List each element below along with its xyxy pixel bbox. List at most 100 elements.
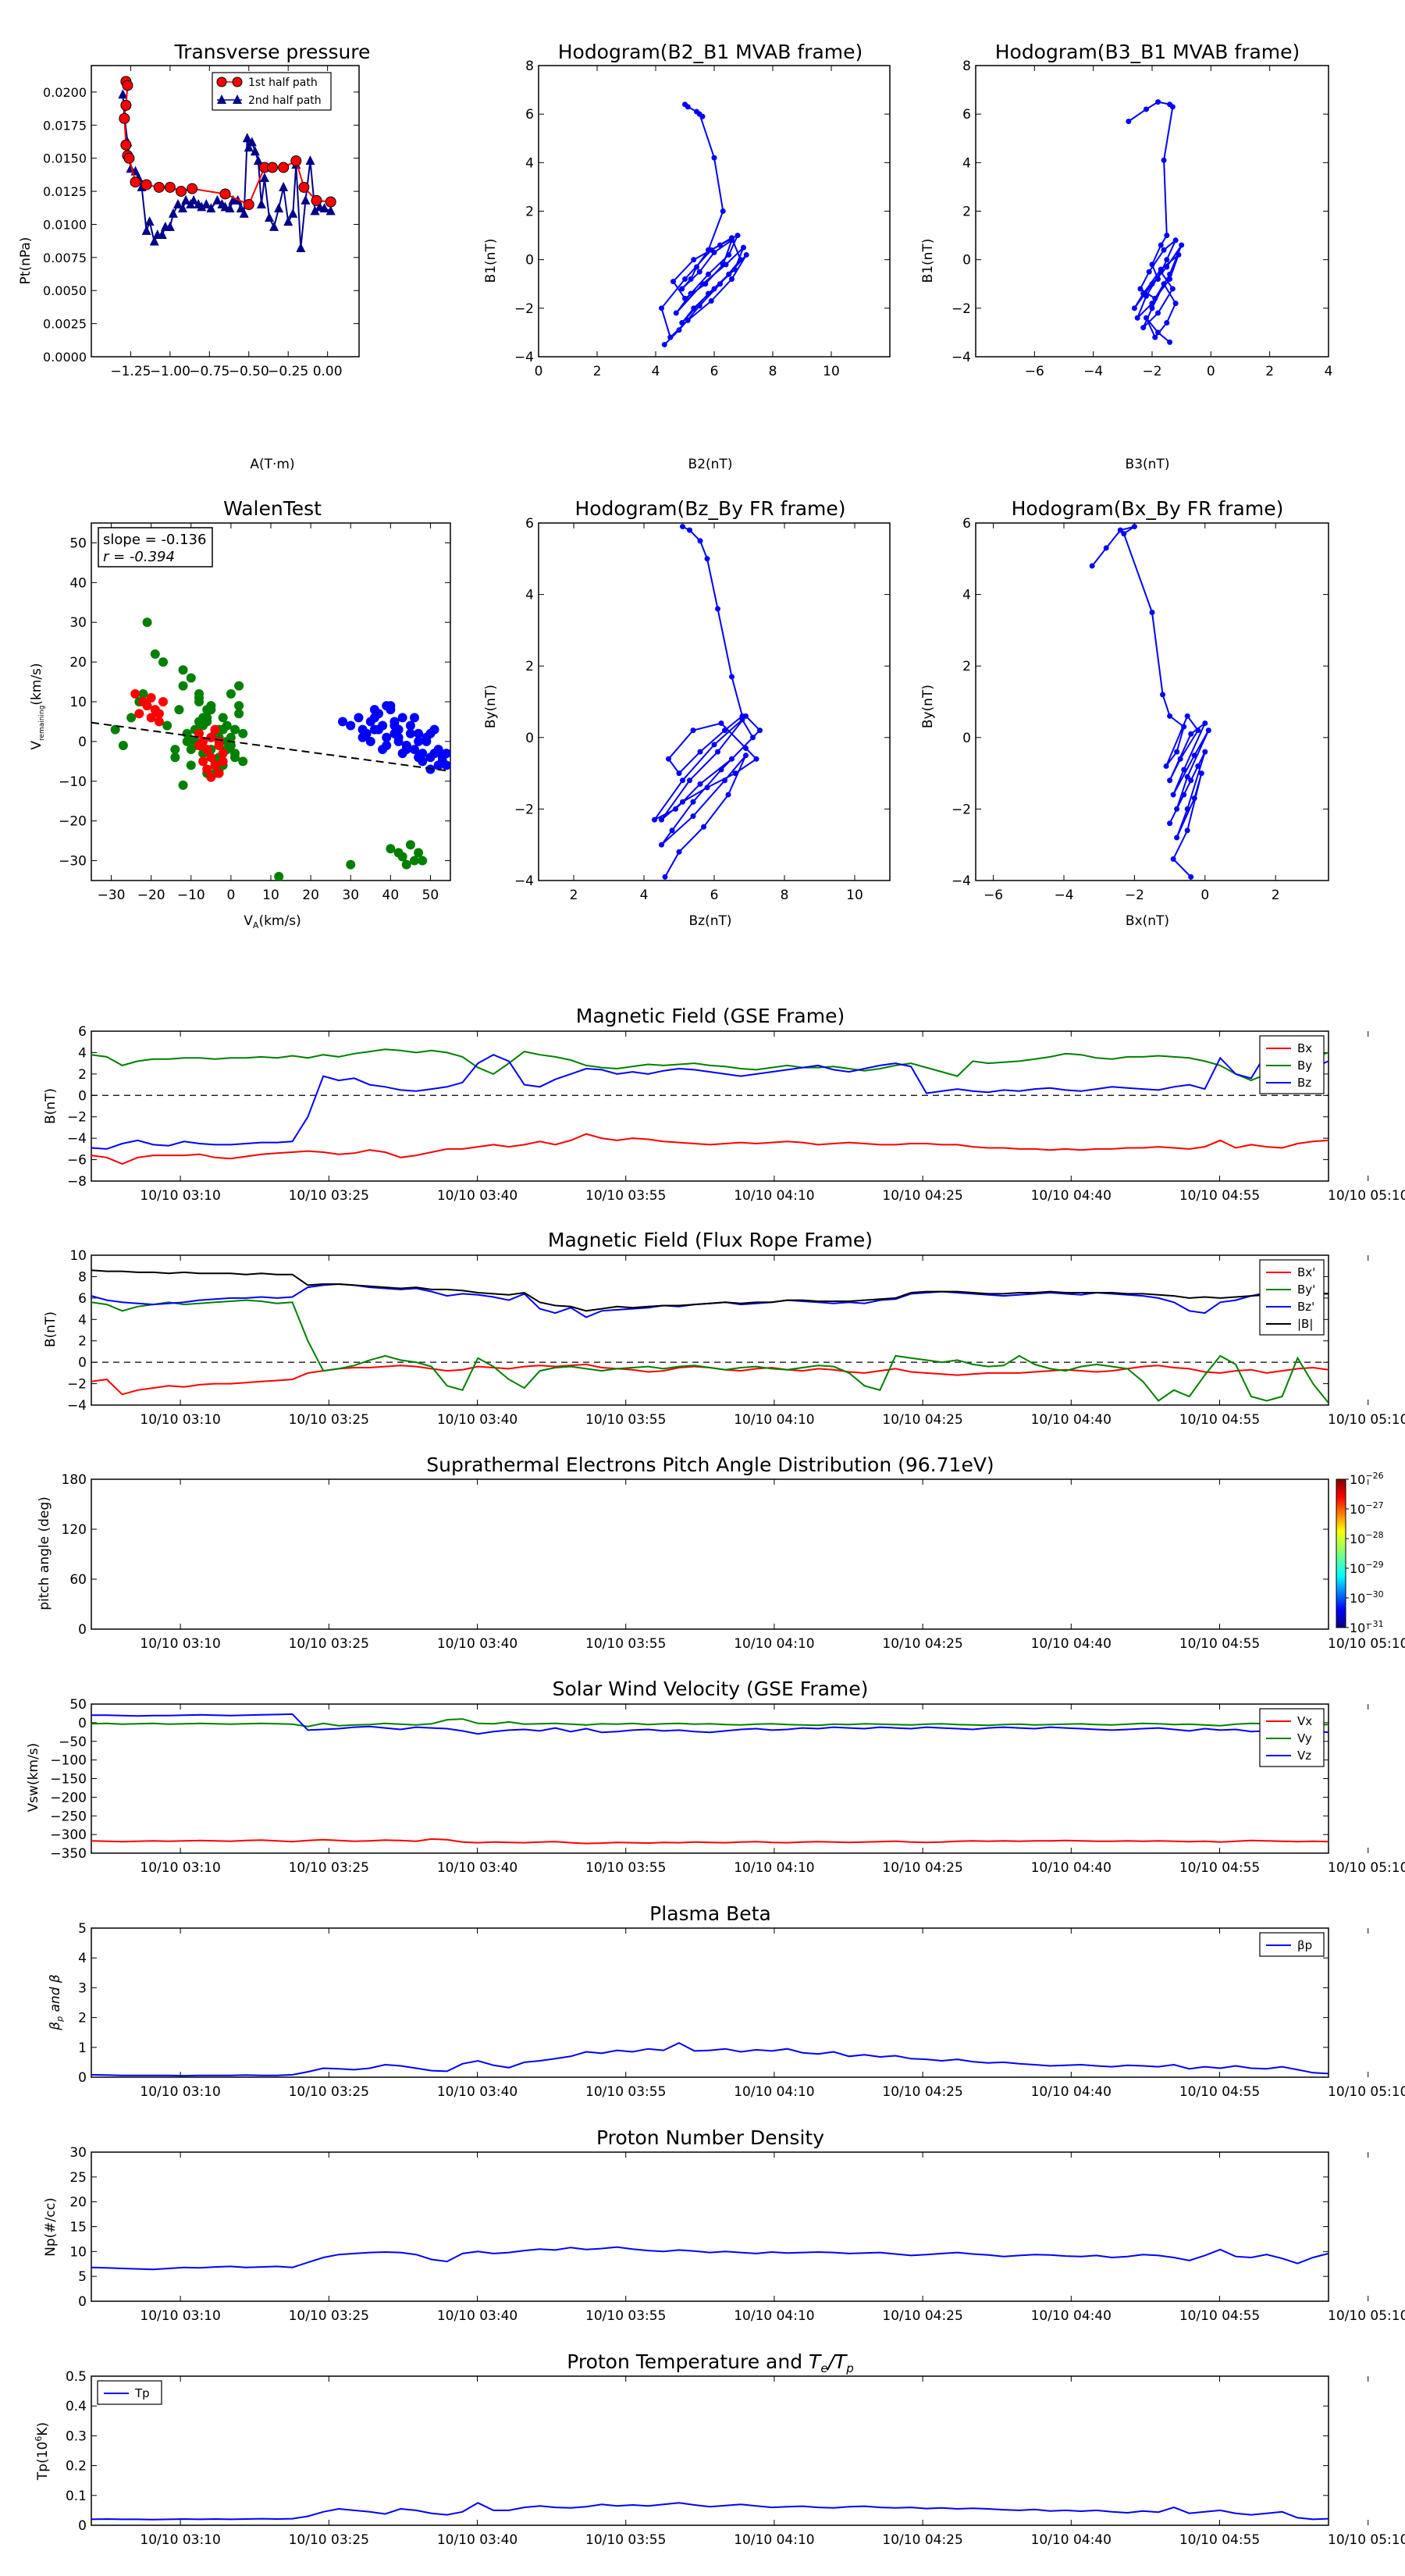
time-tick-label: 10/10 04:55 (1179, 2084, 1260, 2100)
time-tick-label: 10/10 05:10 (1328, 2084, 1405, 2100)
y-tick-label: −100 (50, 1753, 87, 1769)
hodogram-point (739, 717, 745, 723)
y-tick-label: −150 (50, 1772, 87, 1788)
walen-point (393, 724, 404, 735)
solar-wind-velocity-axes: −350 −300 −250 −200 −150 −100 −50 0 50 10/10 03:1… (50, 1697, 1405, 1876)
time-tick-label: 10/10 03:10 (140, 1636, 220, 1652)
hodogram-point (688, 276, 694, 283)
x-tick-label: 10 (823, 364, 840, 379)
time-tick-label: 10/10 04:25 (882, 1188, 962, 1204)
hodogram-point (732, 770, 738, 777)
y-tick-label: 10 (69, 695, 87, 710)
x-tick-label: 6 (710, 364, 719, 379)
point-2nd-half (319, 203, 329, 213)
legend-label: βp (1297, 1938, 1312, 1952)
magnetic-field-fr-plot: Magnetic Field (Flux Rope Frame) B(nT) −… (43, 1229, 1405, 1428)
hodogram-point (741, 244, 746, 251)
time-tick-label: 10/10 04:40 (1031, 1188, 1112, 1204)
point-2nd-half (242, 133, 252, 143)
legend-label: By (1297, 1059, 1312, 1073)
y-tick-label: 6 (525, 107, 534, 123)
y-tick-label: 50 (69, 1697, 87, 1713)
y-tick-label: 2 (78, 1334, 87, 1350)
point-2nd-half (250, 146, 260, 156)
walen-point (198, 756, 208, 767)
time-tick-label: 10/10 04:10 (734, 1636, 814, 1652)
transverse-pressure-ylabel: Pt(nPa) (18, 237, 34, 285)
hodogram-point (1176, 251, 1182, 258)
hodogram-point (708, 298, 714, 304)
x-tick-label: −10 (177, 888, 205, 903)
hodogram-point (1184, 713, 1190, 719)
point-2nd-half (279, 181, 289, 191)
magnetic-field-fr-axes: −4 −2 0 2 4 6 8 10 10/10 03:10 10/10 03:25 10/10 0… (67, 1248, 1405, 1428)
time-tick-label: 10/10 04:55 (1179, 1860, 1260, 1876)
magnetic-field-gse-axes: −8 −6 −4 −2 0 2 4 6 10/10 03:10 10/10 03:25 10/10 … (67, 1024, 1405, 1204)
point-1st-half (325, 196, 336, 208)
colorbar-tick-label: 10−30 (1350, 1589, 1384, 1606)
walen-point (378, 720, 388, 731)
y-tick-label: −4 (951, 350, 971, 365)
hodogram-point (697, 781, 703, 787)
y-tick-label: 2 (525, 659, 534, 674)
time-tick-label: 10/10 03:55 (585, 1860, 666, 1876)
hodogram-point (696, 111, 702, 117)
proton-density-ylabel: Np(#/cc) (43, 2197, 59, 2256)
time-tick-label: 10/10 03:25 (289, 1860, 369, 1876)
point-2nd-half (157, 229, 167, 240)
hodogram-point (1143, 315, 1149, 321)
plasma-beta-plot: Plasma Beta βp and β 0 1 2 3 4 5 10/10 03:10 10… (48, 1902, 1405, 2100)
hodogram-b3-b1-title: Hodogram(B3_B1 MVAB frame) (995, 41, 1300, 63)
hodogram-point (729, 276, 735, 283)
x-tick-label: −1.25 (110, 364, 151, 379)
hodogram-line (660, 103, 748, 346)
transverse-pressure-title: Transverse pressure (174, 41, 371, 63)
hodogram-point (1188, 731, 1194, 737)
y-tick-label: 4 (78, 1312, 87, 1328)
hodogram-bz-by-title: Hodogram(Bz_By FR frame) (574, 497, 845, 520)
y-tick-label: 6 (962, 107, 971, 123)
solar-wind-velocity-plot: Solar Wind Velocity (GSE Frame) Vsw(km/s… (26, 1678, 1405, 1876)
x-tick-label: −30 (98, 888, 126, 903)
time-tick-label: 10/10 04:40 (1031, 2308, 1112, 2324)
time-tick-label: 10/10 04:40 (1031, 1636, 1112, 1652)
hodogram-point (1202, 749, 1208, 755)
hodogram-point (706, 290, 711, 297)
series-line-Bz (91, 1051, 1329, 1150)
y-tick-label: 180 (62, 1472, 87, 1488)
pitch-angle-ylabel: pitch angle (deg) (37, 1496, 52, 1610)
walen-point (405, 840, 415, 850)
time-tick-label: 10/10 03:55 (585, 1636, 666, 1652)
colorbar-tick-label: 10−31 (1350, 1619, 1384, 1635)
x-tick-label: 4 (1325, 364, 1333, 379)
walen-point (441, 760, 450, 770)
walen-test-axes: −30 −20 −10 0 10 20 30 40 50 −30 −20 −10 0 10 20 30 40 50 (59, 522, 451, 903)
walen-point (154, 709, 164, 719)
time-tick-label: 10/10 04:40 (1031, 1860, 1112, 1876)
y-tick-label: 25 (69, 2170, 87, 2186)
y-tick-label: 10 (69, 2244, 87, 2260)
series-line-β_p (91, 2041, 1329, 2077)
hodogram-point (659, 841, 664, 848)
walen-point (126, 713, 137, 723)
y-tick-label: 8 (78, 1269, 87, 1285)
point-1st-half (176, 186, 187, 197)
hodogram-point (697, 749, 703, 755)
y-tick-label: −20 (59, 814, 87, 830)
point-2nd-half (239, 208, 249, 218)
time-tick-label: 10/10 04:10 (734, 2084, 814, 2100)
axes-frame (91, 1030, 1329, 1182)
hodogram-point (1137, 286, 1144, 292)
hodogram-point (669, 827, 675, 834)
walen-point (238, 728, 248, 738)
hodogram-point (1164, 233, 1170, 239)
hodogram-point (666, 756, 671, 762)
hodogram-point (1167, 713, 1173, 719)
x-tick-label: −2 (1142, 364, 1161, 379)
y-tick-label: 50 (69, 535, 87, 551)
hodogram-point (1195, 728, 1201, 734)
axes-frame (91, 1478, 1329, 1630)
time-tick-label: 10/10 03:40 (437, 2308, 518, 2324)
walen-point (425, 764, 436, 774)
